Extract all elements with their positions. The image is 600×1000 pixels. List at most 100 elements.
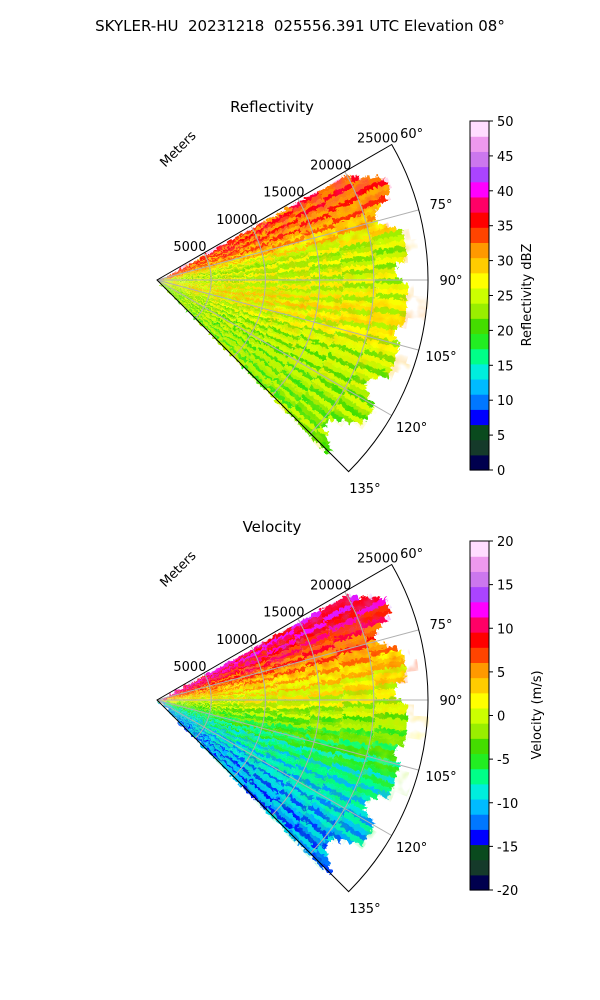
reflectivity-speckle-cell — [170, 288, 369, 430]
velocity-colorbar-segment — [470, 859, 489, 876]
velocity-colorbar-tick-label: 20 — [497, 535, 514, 550]
velocity-speckle-cell — [171, 705, 396, 803]
reflectivity-colorbar-segment — [470, 378, 489, 395]
reflectivity-colorbar-segment — [470, 303, 489, 319]
velocity-azimuth-tick-label: 120° — [396, 841, 427, 856]
velocity-azimuth-tick-label: 135° — [349, 902, 380, 917]
reflectivity-colorbar-segment — [470, 227, 489, 243]
velocity-radial-axis-label: Meters — [158, 548, 200, 590]
reflectivity-azimuth-tick-label: 120° — [396, 421, 427, 436]
reflectivity-colorbar-segment — [470, 212, 489, 228]
velocity-speckle-cell — [169, 710, 331, 846]
reflectivity-colorbar-tick-label: 25 — [497, 290, 514, 305]
reflectivity-speckle-cell — [171, 287, 365, 391]
reflectivity-colorbar-tick-label: 0 — [497, 464, 505, 479]
velocity-speckle-cell — [171, 593, 355, 693]
reflectivity-colorbar-tick-label: 20 — [497, 324, 514, 339]
reflectivity-speckle-cell — [172, 283, 398, 349]
reflectivity-panel: Reflectivity Meters 5000 10000 15000 20000 2… — [156, 98, 535, 497]
velocity-colorbar-segment — [470, 707, 489, 724]
reflectivity-speckle-cell — [172, 283, 394, 337]
velocity-speckle-cell — [172, 648, 411, 698]
velocity-speckle-cell — [173, 658, 419, 699]
velocity-colorbar-segment — [470, 723, 489, 739]
reflectivity-colorbar-segment — [470, 439, 489, 456]
velocity-colorbar-segment — [470, 616, 489, 633]
reflectivity-colorbar-segment — [470, 121, 489, 137]
velocity-colorbar-tick-label: 15 — [497, 579, 514, 594]
reflectivity-colorbar-segment — [470, 409, 489, 426]
reflectivity-azimuth-tick-label: 60° — [400, 127, 423, 142]
reflectivity-radial-axis-label: Meters — [158, 128, 200, 170]
reflectivity-colorbar-segment — [470, 242, 489, 259]
reflectivity-speckle-cell — [172, 204, 380, 276]
velocity-colorbar-segment — [470, 647, 489, 663]
reflectivity-speckle-cell — [171, 173, 355, 273]
reflectivity-speckle-cell — [172, 189, 391, 275]
velocity-speckle-cell — [172, 704, 410, 784]
velocity-speckle-cell — [170, 708, 377, 842]
velocity-panel: Velocity Meters 5000 10000 15000 20000 25000… — [156, 518, 545, 917]
velocity-speckle-cell — [172, 703, 394, 757]
velocity-colorbar-segment — [470, 768, 489, 785]
velocity-speckle-cell — [173, 693, 397, 705]
reflectivity-radial-tick-label: 25000 — [357, 132, 398, 147]
velocity-colorbar-segment — [470, 753, 489, 770]
velocity-colorbar-segment — [470, 662, 489, 679]
velocity-speckle-cell — [171, 707, 365, 811]
reflectivity-speckle-cell — [171, 173, 376, 274]
velocity-speckle-cell — [171, 706, 374, 804]
velocity-speckle-cell — [172, 702, 409, 749]
reflectivity-colorbar-segment — [470, 363, 489, 380]
reflectivity-speckle-cell — [172, 215, 377, 277]
velocity-colorbar-tick-label: -15 — [497, 840, 518, 855]
reflectivity-speckle-cell — [172, 282, 409, 329]
reflectivity-sector-outline — [156, 143, 429, 473]
reflectivity-colorbar: 0 5 10 15 20 25 30 35 40 45 50 — [469, 115, 514, 479]
reflectivity-colorbar-segment — [470, 272, 489, 289]
reflectivity-colorbar-segment — [470, 196, 489, 213]
velocity-colorbar-tick-label: 10 — [497, 622, 514, 637]
velocity-speckle-cell — [172, 624, 380, 696]
velocity-colorbar-segment — [470, 556, 489, 572]
velocity-colorbar-segment — [470, 677, 489, 694]
velocity-colorbar: -20 -15 -10 -5 0 5 10 15 20 — [469, 535, 518, 899]
velocity-colorbar-segment — [470, 632, 489, 648]
velocity-speckle — [168, 593, 429, 873]
velocity-colorbar-tick-label: -5 — [497, 753, 510, 768]
velocity-colorbar-segment — [470, 586, 489, 603]
velocity-colorbar-segment — [470, 783, 489, 800]
reflectivity-colorbar-segment — [470, 333, 489, 350]
reflectivity-radial-tick-label: 20000 — [310, 159, 351, 174]
reflectivity-speckle-cell — [173, 263, 395, 280]
reflectivity-speckle-cell — [171, 286, 374, 384]
reflectivity-colorbar-tick-label: 15 — [497, 359, 514, 374]
reflectivity-colorbar-segment — [470, 257, 489, 274]
reflectivity-colorbar-segment — [470, 394, 489, 410]
reflectivity-colorbar-segment — [470, 181, 489, 198]
reflectivity-grid — [156, 171, 428, 434]
velocity-azimuth-tick-label: 105° — [425, 770, 456, 785]
reflectivity-colorbar-segment — [470, 424, 489, 441]
reflectivity-colorbar-tick-label: 10 — [497, 394, 514, 409]
velocity-speckle-cell — [172, 642, 391, 697]
velocity-speckle-cell — [171, 593, 376, 694]
velocity-azimuth-tick-label: 60° — [400, 547, 423, 562]
reflectivity-speckle-cell — [171, 285, 396, 383]
figure-title: SKYLER-HU 20231218 025556.391 UTC Elevat… — [95, 17, 505, 35]
velocity-colorbar-segment — [470, 692, 489, 709]
velocity-speckle-cell — [168, 710, 326, 855]
reflectivity-colorbar-label: Reflectivity dBZ — [520, 244, 535, 347]
velocity-colorbar-label: Velocity (m/s) — [530, 670, 545, 759]
reflectivity-speckle-cell — [168, 290, 326, 435]
reflectivity-sector: 5000 10000 15000 20000 25000 60° 75° 90° 105° 120… — [156, 127, 463, 497]
velocity-radial-tick-label: 5000 — [173, 660, 206, 675]
velocity-range-ring — [309, 591, 375, 854]
reflectivity-azimuth-tick-label: 75° — [429, 198, 452, 213]
reflectivity-speckle-cell — [169, 290, 331, 426]
velocity-azimuth-spoke — [156, 699, 392, 836]
reflectivity-azimuth-tick-label: 135° — [349, 482, 380, 497]
reflectivity-colorbar-segment — [470, 348, 489, 365]
velocity-colorbar-segment — [470, 541, 489, 557]
